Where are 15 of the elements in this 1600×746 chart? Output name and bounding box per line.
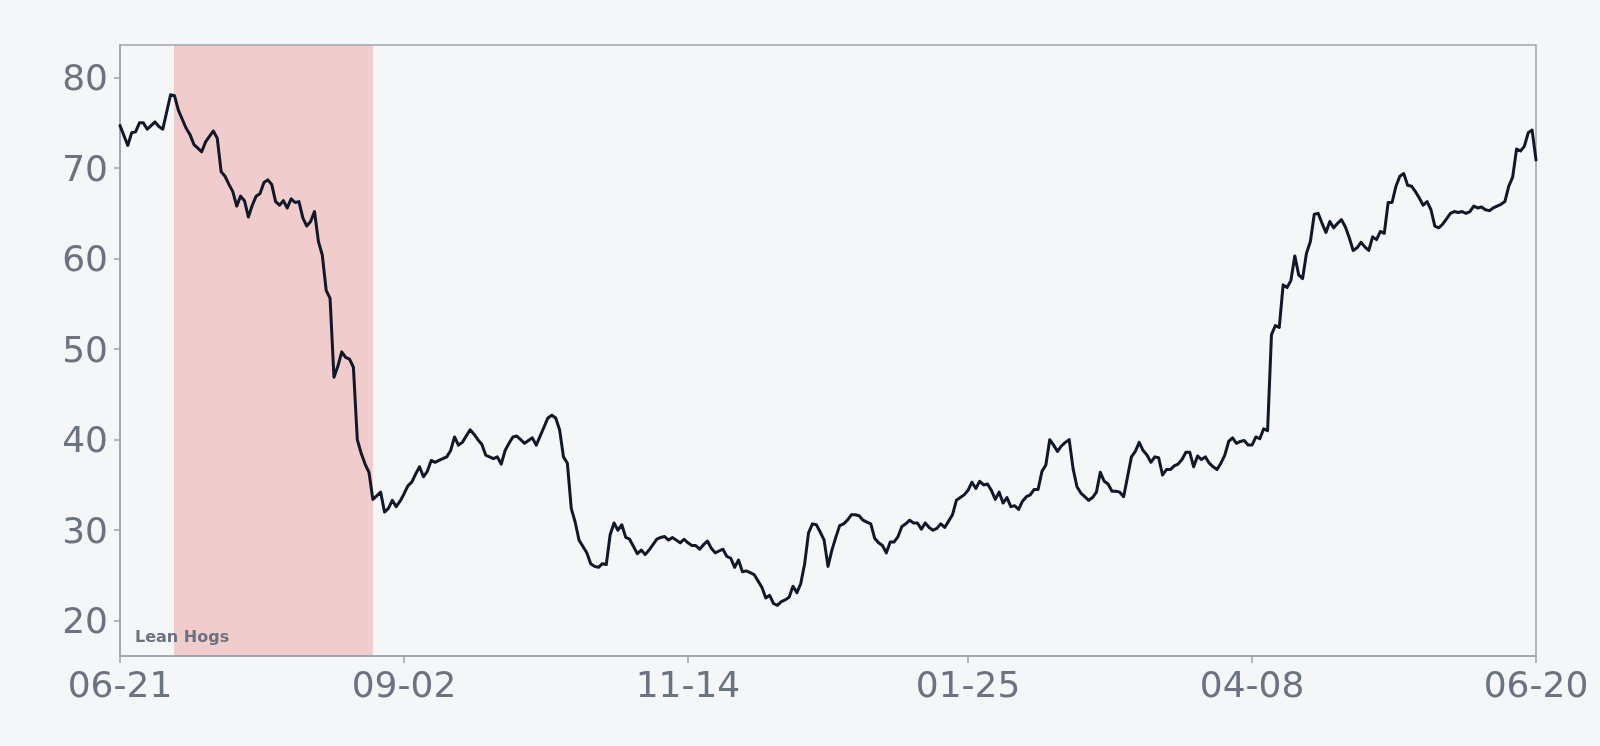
x-tick-label: 11-14 [635, 663, 741, 705]
y-tick-label: 60 [62, 238, 108, 280]
x-tick-label: 06-20 [1483, 663, 1589, 705]
y-tick-label: 30 [62, 509, 108, 551]
annotation: Lean Hogs [135, 626, 230, 646]
y-tick-label: 40 [62, 419, 108, 461]
y-tick-label: 70 [62, 147, 108, 189]
y-tick-label: 20 [62, 600, 108, 642]
line-series [118, 93, 1538, 607]
x-tick-label: 09-02 [351, 663, 457, 705]
x-tick-label: 04-08 [1199, 663, 1305, 705]
x-tick-label: 01-25 [915, 663, 1021, 705]
y-tick-label: 80 [62, 57, 108, 99]
y-tick-label: 50 [62, 328, 108, 370]
x-tick-label: 06-21 [67, 663, 173, 705]
